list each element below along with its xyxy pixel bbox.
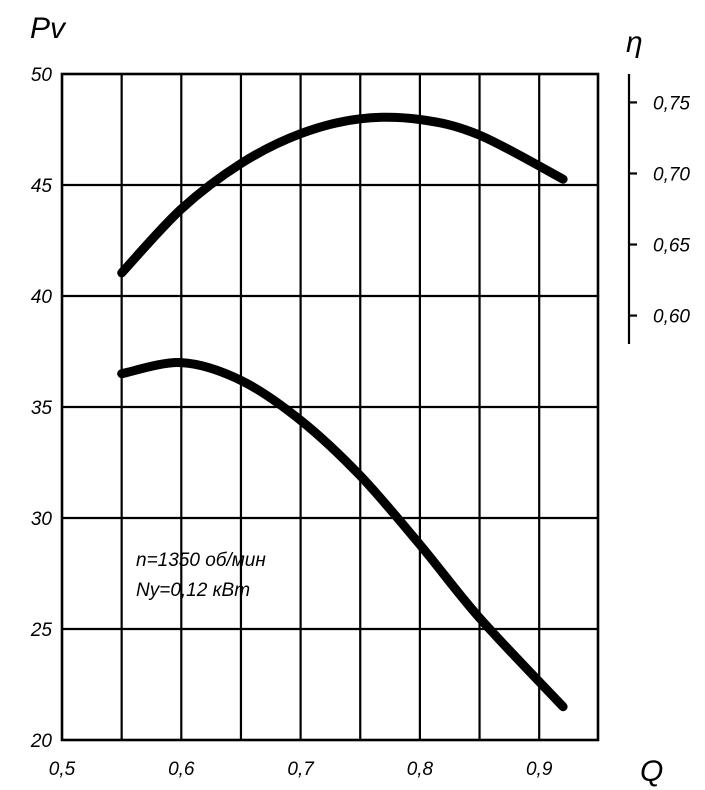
y-right-tick-label: 0,70	[653, 164, 690, 185]
chart-annotation: Ny=0,12 кВт	[136, 580, 250, 601]
y-left-tick-label: 20	[30, 731, 53, 752]
y-left-tick-label: 50	[31, 65, 53, 86]
y-right-tick-label: 0,75	[653, 93, 690, 114]
y-left-tick-label: 25	[30, 620, 53, 641]
y-left-tick-label: 40	[31, 287, 53, 308]
y-right-tick-label: 0,65	[653, 236, 690, 257]
y-left-tick-label: 30	[31, 509, 53, 530]
x-axis-title: Q	[640, 755, 663, 788]
x-tick-label: 0,6	[168, 759, 195, 780]
y-right-axis-title: η	[626, 26, 643, 59]
y-left-tick-label: 35	[31, 398, 53, 419]
x-tick-label: 0,7	[287, 759, 315, 780]
chart-annotation: n=1350 об/мин	[136, 550, 266, 571]
x-tick-label: 0,9	[526, 759, 553, 780]
pressure-curve	[117, 358, 568, 712]
grid	[60, 72, 637, 742]
y-right-tick-label: 0,60	[653, 307, 690, 328]
y-left-axis-title: Pv	[30, 12, 67, 45]
efficiency-curve	[117, 112, 568, 278]
x-tick-label: 0,8	[407, 759, 434, 780]
x-tick-label: 0,5	[49, 759, 76, 780]
y-left-tick-label: 45	[31, 176, 53, 197]
curves	[117, 112, 568, 712]
labels: 20 25 30 35 40 45 50 0,5 0,6 0,7 0,8 0,9 0,60 0,65 0,7…	[30, 12, 691, 788]
